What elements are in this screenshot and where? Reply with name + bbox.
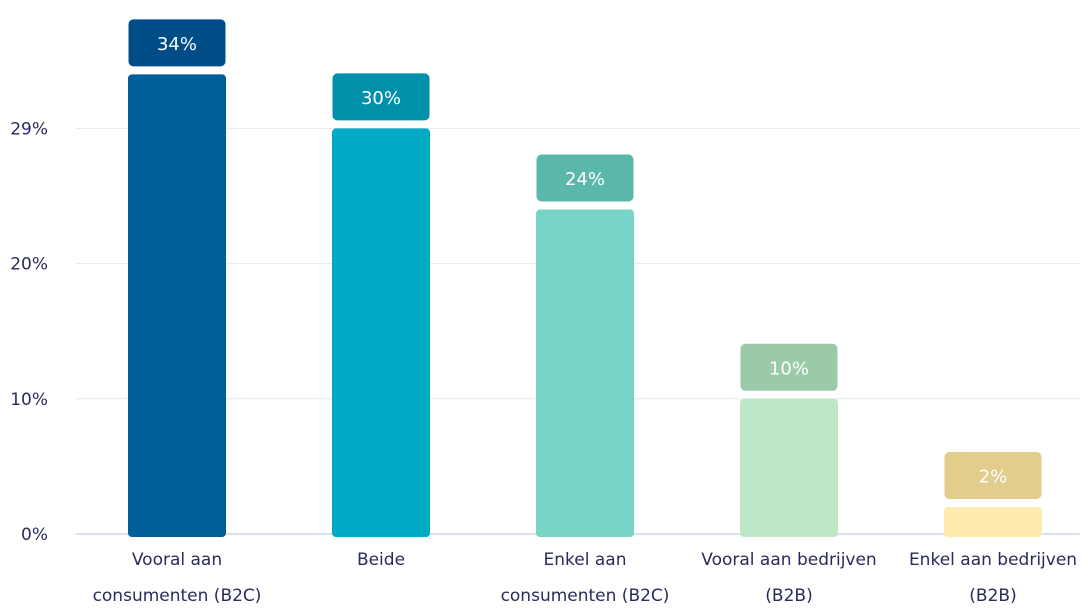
- y-axis: 0% 10% 20% 29%: [10, 119, 48, 545]
- data-label-box: [128, 19, 226, 67]
- bars: [128, 74, 1042, 537]
- data-label: 2%: [979, 466, 1008, 487]
- data-label: 34%: [157, 34, 197, 55]
- y-tick-label: 10%: [10, 390, 48, 410]
- data-label-box: [332, 73, 430, 121]
- y-tick-label: 29%: [10, 119, 48, 139]
- data-label-box: [740, 343, 838, 391]
- data-label: 24%: [565, 169, 605, 190]
- bar: [536, 209, 634, 537]
- y-tick-label: 0%: [21, 525, 48, 545]
- data-label-box: [944, 451, 1042, 499]
- category-label: Beide: [357, 550, 405, 570]
- category-label: Enkel aan bedrijven (B2B): [909, 550, 1077, 606]
- data-label: 10%: [769, 358, 809, 379]
- data-labels: 34% 30% 24% 10% 2%: [128, 19, 1042, 499]
- category-label: Enkel aan consumenten (B2C): [501, 550, 670, 606]
- bar: [128, 74, 226, 537]
- category-label: Vooral aan bedrijven (B2B): [701, 550, 876, 606]
- data-label: 30%: [361, 88, 401, 109]
- category-label: Vooral aan consumenten (B2C): [93, 550, 262, 606]
- bar: [944, 506, 1042, 537]
- data-label-box: [536, 154, 634, 202]
- bar: [740, 398, 838, 537]
- x-axis: Vooral aan consumenten (B2C) Beide Enkel aa…: [93, 550, 1078, 606]
- y-tick-label: 20%: [10, 255, 48, 275]
- bar: [332, 128, 430, 537]
